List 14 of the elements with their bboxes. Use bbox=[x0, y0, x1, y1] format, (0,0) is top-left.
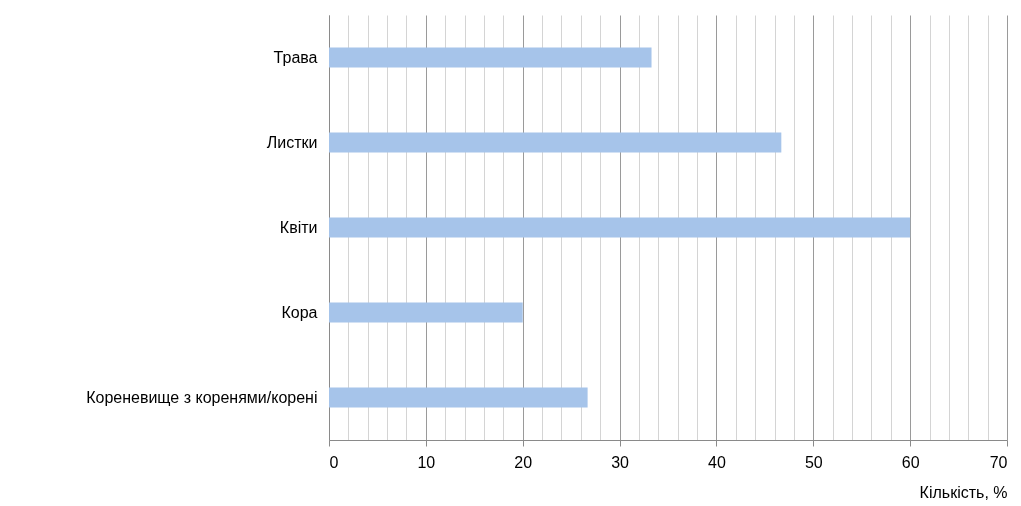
y-tick-label: Квіти bbox=[279, 218, 318, 236]
x-tick-label: 20 bbox=[514, 453, 533, 471]
y-tick-label: Трава bbox=[273, 48, 318, 66]
x-tick-label: 70 bbox=[989, 453, 1008, 471]
x-tick-label: 40 bbox=[708, 453, 726, 471]
x-tick-label: 30 bbox=[611, 453, 630, 471]
y-tick-label: Кора bbox=[281, 303, 318, 321]
x-tick-label: 60 bbox=[901, 453, 920, 471]
x-tick-label: 0 bbox=[329, 453, 339, 471]
x-axis-title: Кількість, % bbox=[919, 483, 1008, 501]
y-tick-label: Кореневище з коренями/корені bbox=[86, 388, 318, 406]
y-tick-label: Листки bbox=[266, 133, 318, 151]
x-tick-label: 50 bbox=[804, 453, 823, 471]
x-tick-label: 10 bbox=[417, 453, 436, 471]
